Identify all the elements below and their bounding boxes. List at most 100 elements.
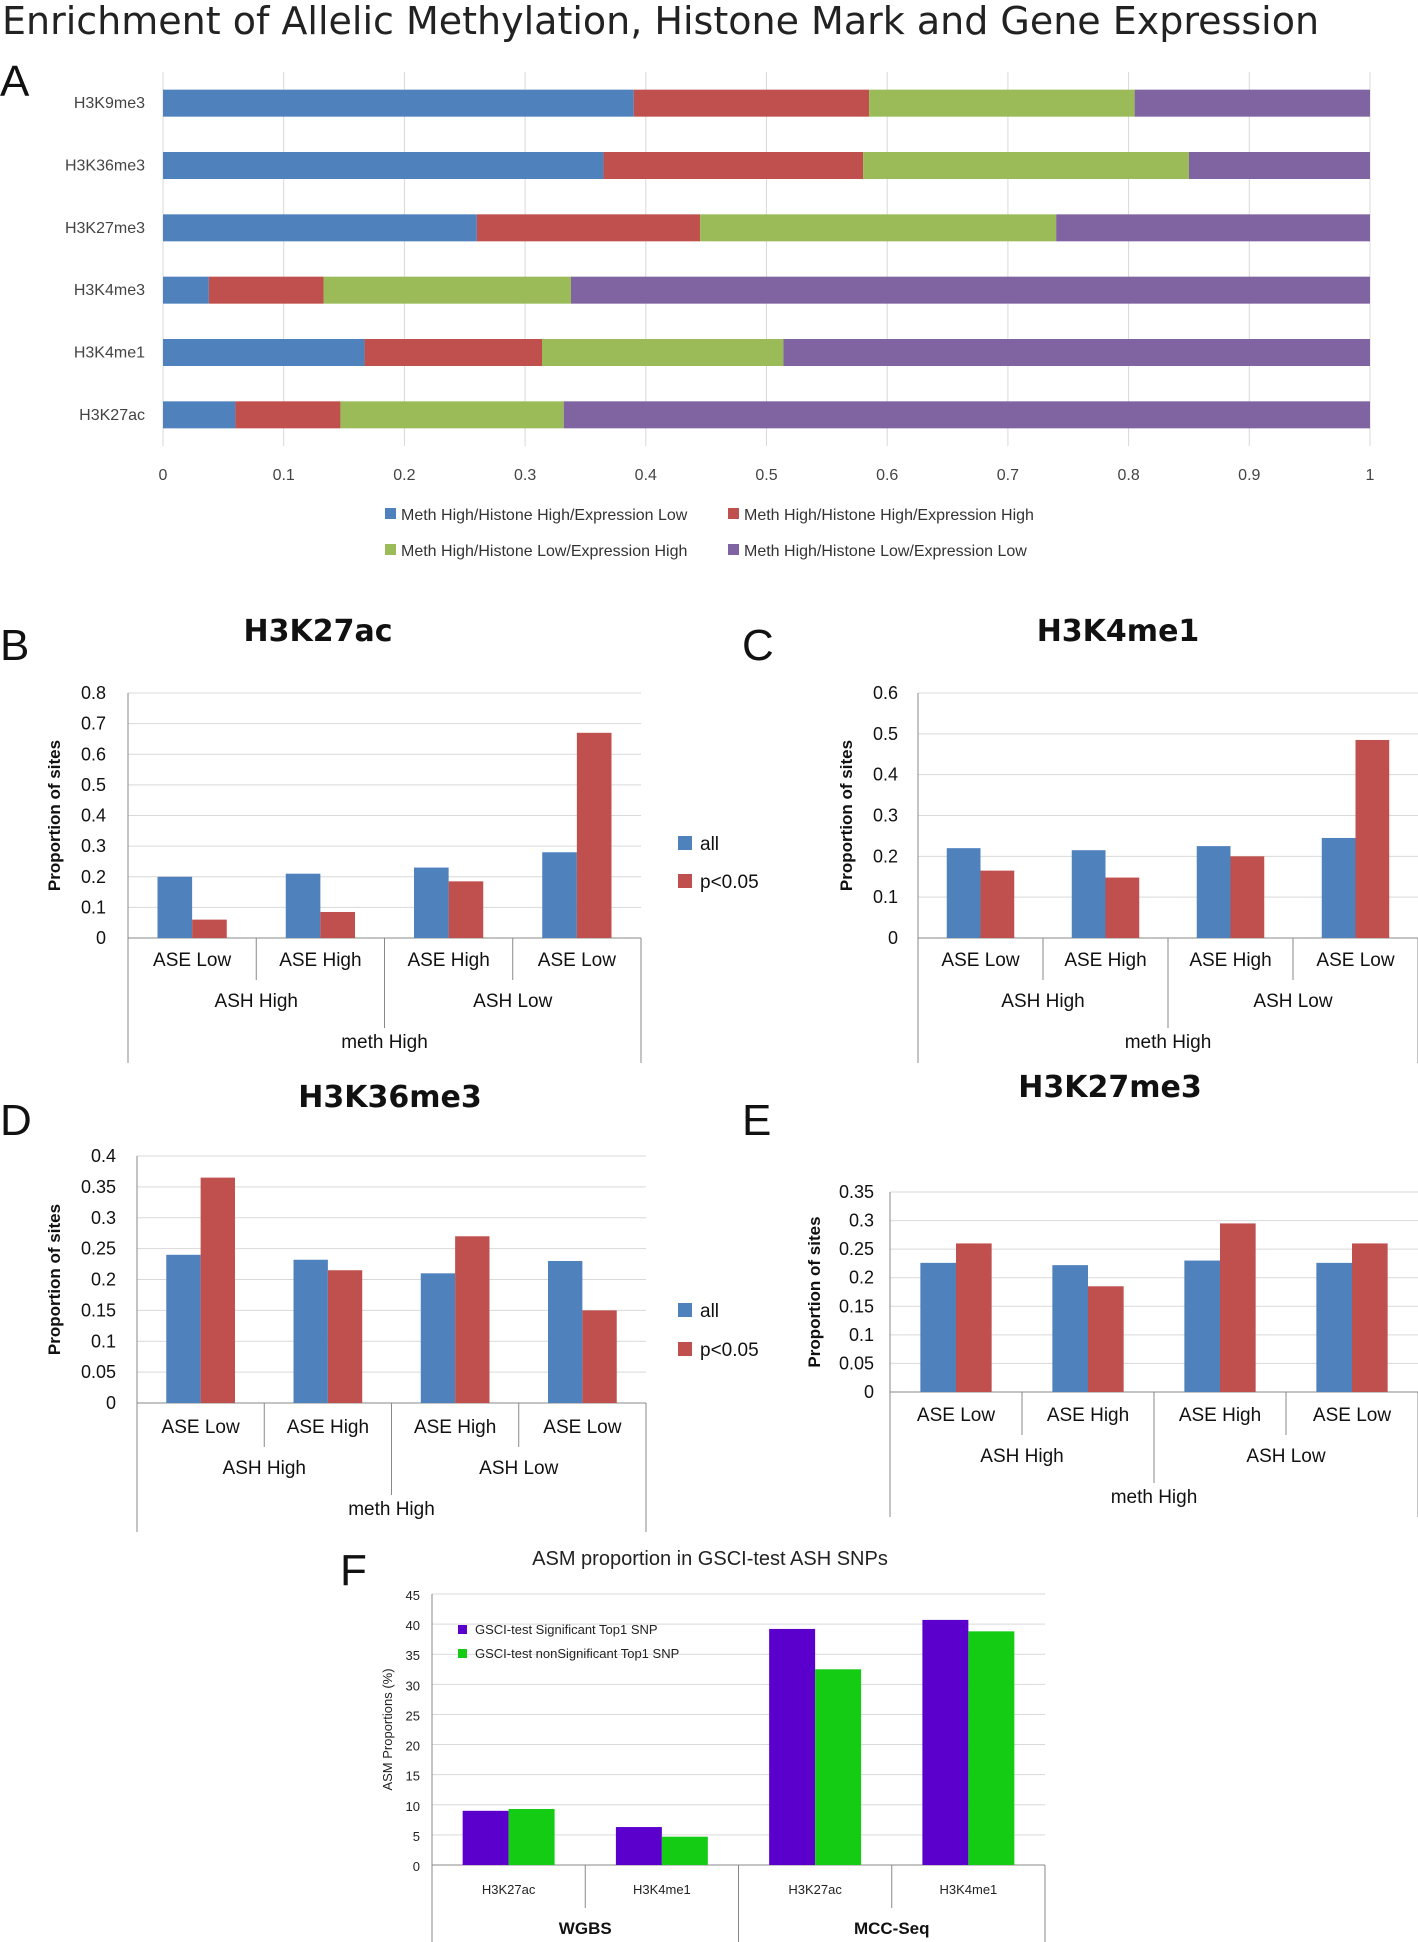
panel-label: D (0, 1096, 32, 1145)
y-tick-label: 0.25 (839, 1239, 874, 1259)
legend-swatch (678, 1303, 692, 1317)
y-tick-label: 0.6 (873, 683, 898, 703)
bar-segment (603, 152, 864, 179)
bar (1355, 739, 1390, 938)
bar (576, 732, 612, 938)
bar-segment (1056, 214, 1370, 242)
legend-label: all (700, 1301, 719, 1322)
bar-segment (235, 401, 341, 429)
y-tick-label: 0.35 (839, 1182, 874, 1202)
category-label: ASE Low (543, 1417, 621, 1438)
bar (582, 1310, 617, 1403)
panel-c-chart: C H3K4me1 0 0.1 0.2 0.3 0.4 0.5 0.6 Proportion of… (742, 614, 1418, 1063)
y-tick-label: 0.2 (849, 1268, 874, 1288)
bar (548, 1260, 583, 1403)
group-label: MCC-Seq (854, 1919, 930, 1938)
group-label: ASH High (980, 1446, 1063, 1467)
y-tick-label: 30 (406, 1678, 420, 1693)
x-tick-label: 0.4 (635, 467, 657, 484)
bar-segment (364, 339, 542, 366)
bar-segment (163, 401, 236, 429)
x-tick-label: 0.1 (273, 467, 295, 484)
chart-title: H3K4me1 (1037, 614, 1200, 649)
group-label: ASH Low (479, 1458, 558, 1479)
category-label: ASE Low (1316, 950, 1394, 971)
category-label: H3K4me1 (939, 1882, 997, 1897)
legend-swatch (385, 544, 396, 555)
bar (980, 870, 1015, 938)
y-tick-label: 40 (406, 1618, 420, 1633)
category-label: ASE Low (917, 1405, 995, 1426)
y-tick-label: 0.3 (81, 836, 106, 856)
y-tick-label: H3K4me3 (74, 282, 145, 299)
y-tick-label: H3K27me3 (65, 220, 145, 237)
y-tick-label: 0 (413, 1859, 420, 1874)
y-tick-label: 0.05 (81, 1362, 116, 1382)
bar-segment (1188, 152, 1370, 179)
group-label: ASH High (1001, 991, 1084, 1012)
supergroup-label: meth High (1125, 1032, 1212, 1053)
figure-title: Enrichment of Allelic Methylation, Histo… (2, 0, 1319, 43)
y-tick-label: 20 (406, 1739, 420, 1754)
category-label: ASE High (287, 1417, 369, 1438)
bar (661, 1836, 708, 1865)
bar (542, 852, 577, 938)
legend-label: all (700, 834, 719, 855)
bar-segment (563, 401, 1370, 429)
bar (327, 1270, 363, 1403)
legend-swatch (728, 544, 739, 555)
bar (508, 1808, 555, 1865)
supergroup-label: meth High (341, 1032, 428, 1053)
category-label: ASE Low (153, 950, 231, 971)
legend-swatch (678, 1342, 692, 1356)
bar (922, 1619, 969, 1865)
category-label: ASE High (407, 950, 489, 971)
bar (946, 848, 981, 938)
bar (1316, 1262, 1352, 1392)
bar-segment (340, 401, 564, 429)
bar-segment (163, 276, 209, 304)
x-tick-label: 0.3 (514, 467, 536, 484)
y-tick-label: 0.2 (81, 867, 106, 887)
y-tick-label: 0.2 (91, 1270, 116, 1290)
panel-e-chart: E H3K27me3 0 0.05 0.1 0.15 0.2 0.25 0.3 0.35 Propo… (742, 1070, 1418, 1517)
bar (1071, 850, 1106, 938)
y-axis-label: Proportion of sites (805, 1216, 824, 1367)
panel-a-chart: 0 0.1 0.2 0.3 0.4 0.5 0.6 0.7 0.8 0.9 1 H3K9me3 H3K3… (65, 72, 1375, 560)
bar (462, 1810, 509, 1865)
panel-label: B (0, 621, 29, 670)
bar (455, 1236, 490, 1403)
bar-segment (541, 339, 784, 366)
bar (293, 1259, 328, 1403)
bar-segment (323, 276, 571, 304)
bar (448, 881, 484, 938)
y-tick-label: 0.1 (849, 1325, 874, 1345)
y-tick-label: H3K9me3 (74, 95, 145, 112)
category-label: ASE Low (1313, 1405, 1391, 1426)
group-label: ASH Low (473, 991, 552, 1012)
bar (1105, 877, 1140, 938)
bar (157, 876, 193, 938)
group-label: WGBS (559, 1919, 612, 1938)
bar-segment (863, 152, 1189, 179)
legend-swatch (678, 836, 692, 850)
legend-swatch (458, 1649, 467, 1658)
y-tick-label: 0.5 (873, 724, 898, 744)
bar (166, 1254, 201, 1403)
y-tick-label: H3K4me1 (74, 345, 145, 362)
panel-label: A (0, 57, 30, 106)
y-tick-label: 0.4 (81, 806, 106, 826)
bar-segment (700, 214, 1057, 242)
bar (413, 867, 449, 938)
bar (1184, 1260, 1220, 1392)
bar (968, 1631, 1015, 1865)
bar-segment (476, 214, 701, 242)
category-label: H3K27ac (788, 1882, 842, 1897)
y-tick-label: 0.25 (81, 1239, 116, 1259)
bar (1052, 1265, 1088, 1392)
bar-segment (633, 89, 870, 117)
x-tick-label: 0 (159, 467, 168, 484)
panel-label: C (742, 621, 774, 670)
x-tick-label: 0.2 (393, 467, 415, 484)
bar-segment (163, 214, 477, 242)
